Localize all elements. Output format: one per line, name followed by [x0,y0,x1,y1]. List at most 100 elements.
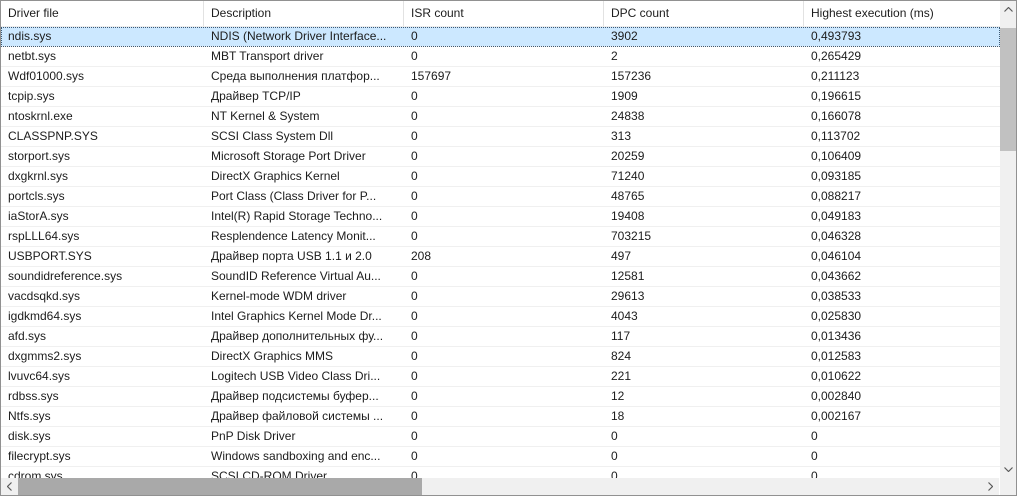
table-row[interactable]: tcpip.sys Драйвер TCP/IP 0 1909 0,196615 [1,87,1000,107]
cell-isr-count: 0 [411,449,418,463]
cell-isr-count: 0 [411,369,418,383]
cell-dpc-count: 24838 [611,109,645,123]
cell-highest-execution: 0,196615 [811,89,862,103]
chevron-left-icon [7,482,12,491]
table-row[interactable]: iaStorA.sys Intel(R) Rapid Storage Techn… [1,207,1000,227]
vertical-scrollbar-thumb[interactable] [1000,28,1016,151]
cell-description: Драйвер файловой системы ... [211,409,384,423]
cell-driver-file: Wdf01000.sys [8,69,85,83]
cell-description: SoundID Reference Virtual Au... [211,269,381,283]
column-header-highest-execution[interactable]: Highest execution (ms) [811,6,934,20]
cell-description: DirectX Graphics Kernel [211,169,340,183]
table-row[interactable]: soundidreference.sys SoundID Reference V… [1,267,1000,287]
cell-isr-count: 0 [411,209,418,223]
table-row[interactable]: afd.sys Драйвер дополнительных фу... 0 1… [1,327,1000,347]
cell-isr-count: 0 [411,269,418,283]
cell-driver-file: Ntfs.sys [8,409,51,423]
cell-driver-file: igdkmd64.sys [8,309,82,323]
scroll-up-button[interactable] [1000,1,1016,18]
cell-isr-count: 0 [411,189,418,203]
cell-isr-count: 0 [411,429,418,443]
table-row[interactable]: cdrom.sys SCSI CD-ROM Driver 0 0 0 [1,467,1000,479]
table-row[interactable]: dxgkrnl.sys DirectX Graphics Kernel 0 71… [1,167,1000,187]
cell-description: Windows sandboxing and enc... [211,449,381,463]
cell-isr-count: 0 [411,309,418,323]
cell-highest-execution: 0,046104 [811,249,862,263]
table-row[interactable]: disk.sys PnP Disk Driver 0 0 0 [1,427,1000,447]
cell-driver-file: ndis.sys [8,29,52,43]
scroll-left-button[interactable] [1,478,18,495]
cell-description: Драйвер порта USB 1.1 и 2.0 [211,249,372,263]
cell-description: Intel Graphics Kernel Mode Dr... [211,309,382,323]
table-row[interactable]: ndis.sys NDIS (Network Driver Interface.… [1,27,1000,47]
table-row[interactable]: ntoskrnl.exe NT Kernel & System 0 24838 … [1,107,1000,127]
column-header-isr-count[interactable]: ISR count [404,1,604,26]
cell-highest-execution: 0,166078 [811,109,862,123]
cell-dpc-count: 117 [611,329,631,343]
cell-highest-execution: 0,002167 [811,409,862,423]
scroll-down-button[interactable] [1000,461,1016,478]
cell-highest-execution: 0,493793 [811,29,862,43]
cell-dpc-count: 1909 [611,89,638,103]
cell-driver-file: USBPORT.SYS [8,249,92,263]
table-row[interactable]: portcls.sys Port Class (Class Driver for… [1,187,1000,207]
cell-highest-execution: 0,265429 [811,49,862,63]
table-row[interactable]: filecrypt.sys Windows sandboxing and enc… [1,447,1000,467]
column-header-dpc-count[interactable]: DPC count [604,1,804,26]
cell-description: SCSI Class System Dll [211,129,334,143]
cell-driver-file: dxgmms2.sys [8,349,82,363]
horizontal-scrollbar[interactable] [1,478,999,495]
cell-description: Logitech USB Video Class Dri... [211,369,381,383]
cell-highest-execution: 0,013436 [811,329,862,343]
cell-driver-file: portcls.sys [8,189,65,203]
table-row[interactable]: igdkmd64.sys Intel Graphics Kernel Mode … [1,307,1000,327]
cell-isr-count: 157697 [411,69,452,83]
table-body: ndis.sys NDIS (Network Driver Interface.… [1,27,1000,479]
table-row[interactable]: lvuvc64.sys Logitech USB Video Class Dri… [1,367,1000,387]
table-row[interactable]: dxgmms2.sys DirectX Graphics MMS 0 824 0… [1,347,1000,367]
horizontal-scrollbar-thumb[interactable] [18,478,422,495]
cell-driver-file: storport.sys [8,149,71,163]
cell-isr-count: 0 [411,469,418,479]
cell-driver-file: cdrom.sys [8,469,63,479]
cell-isr-count: 0 [411,409,418,423]
table-row[interactable]: storport.sys Microsoft Storage Port Driv… [1,147,1000,167]
cell-highest-execution: 0,093185 [811,169,862,183]
cell-description: SCSI CD-ROM Driver [211,469,327,479]
table-row[interactable]: USBPORT.SYS Драйвер порта USB 1.1 и 2.0 … [1,247,1000,267]
table-row[interactable]: vacdsqkd.sys Kernel-mode WDM driver 0 29… [1,287,1000,307]
column-header-description[interactable]: Description [204,1,404,26]
cell-isr-count: 0 [411,89,418,103]
table-row[interactable]: rdbss.sys Драйвер подсистемы буфер... 0 … [1,387,1000,407]
table-row[interactable]: Wdf01000.sys Среда выполнения платфор...… [1,67,1000,87]
cell-highest-execution: 0,002840 [811,389,862,403]
cell-highest-execution: 0 [811,449,818,463]
cell-driver-file: netbt.sys [8,49,57,63]
cell-isr-count: 0 [411,169,418,183]
cell-dpc-count: 0 [611,469,618,479]
cell-isr-count: 0 [411,329,418,343]
cell-highest-execution: 0,046328 [811,229,862,243]
cell-highest-execution: 0,049183 [811,209,862,223]
scroll-right-button[interactable] [982,478,999,495]
cell-dpc-count: 2 [611,49,618,63]
cell-highest-execution: 0,088217 [811,189,862,203]
cell-isr-count: 0 [411,229,418,243]
chevron-down-icon [1003,467,1013,472]
cell-driver-file: soundidreference.sys [8,269,123,283]
table-row[interactable]: netbt.sys MBT Transport driver 0 2 0,265… [1,47,1000,67]
table-row[interactable]: CLASSPNP.SYS SCSI Class System Dll 0 313… [1,127,1000,147]
cell-driver-file: dxgkrnl.sys [8,169,69,183]
cell-isr-count: 0 [411,289,418,303]
cell-highest-execution: 0,043662 [811,269,862,283]
column-header-driver-file[interactable]: Driver file [1,1,204,26]
table-row[interactable]: rspLLL64.sys Resplendence Latency Monit.… [1,227,1000,247]
cell-description: Microsoft Storage Port Driver [211,149,366,163]
vertical-scrollbar[interactable] [1000,1,1016,478]
cell-driver-file: filecrypt.sys [8,449,71,463]
chevron-right-icon [988,482,993,491]
cell-highest-execution: 0,012583 [811,349,862,363]
table-row[interactable]: Ntfs.sys Драйвер файловой системы ... 0 … [1,407,1000,427]
cell-description: Resplendence Latency Monit... [211,229,376,243]
